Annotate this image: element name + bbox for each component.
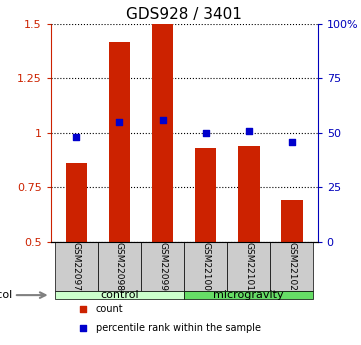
FancyBboxPatch shape [55, 241, 98, 291]
FancyBboxPatch shape [98, 241, 141, 291]
Point [160, 117, 165, 122]
Point [289, 139, 295, 144]
FancyBboxPatch shape [184, 241, 227, 291]
Bar [281, 200, 303, 242]
FancyBboxPatch shape [141, 241, 184, 291]
FancyBboxPatch shape [55, 291, 184, 299]
Text: control: control [100, 290, 139, 300]
Bar [238, 146, 260, 242]
Text: GSM22099: GSM22099 [158, 241, 167, 290]
FancyBboxPatch shape [270, 241, 313, 291]
Bar [66, 163, 87, 242]
Bar [109, 41, 130, 242]
FancyBboxPatch shape [227, 241, 270, 291]
Point [203, 130, 209, 136]
Text: protocol: protocol [0, 290, 12, 300]
Point [74, 135, 79, 140]
Point [80, 326, 86, 331]
Bar [195, 148, 217, 242]
Title: GDS928 / 3401: GDS928 / 3401 [126, 7, 242, 22]
Point [246, 128, 252, 134]
Text: GSM22098: GSM22098 [115, 241, 124, 290]
Text: GSM22102: GSM22102 [287, 242, 296, 290]
Text: percentile rank within the sample: percentile rank within the sample [96, 324, 261, 333]
Text: GSM22101: GSM22101 [244, 241, 253, 290]
Text: count: count [96, 304, 123, 314]
Text: GSM22097: GSM22097 [72, 241, 81, 290]
Text: microgravity: microgravity [213, 290, 284, 300]
Bar [152, 24, 173, 241]
Point [80, 306, 86, 312]
Point [117, 119, 122, 125]
Text: GSM22100: GSM22100 [201, 241, 210, 290]
FancyBboxPatch shape [184, 291, 313, 299]
